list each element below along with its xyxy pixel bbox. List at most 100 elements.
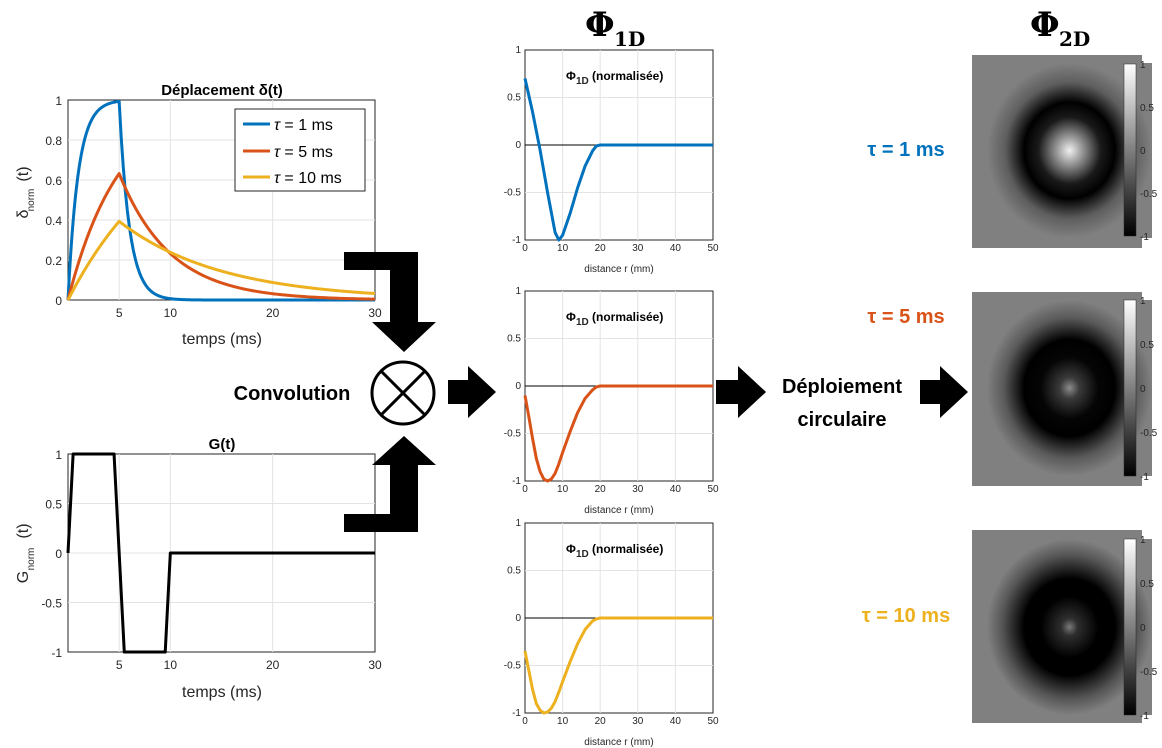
phi1d-header-sub: 1D xyxy=(614,27,645,51)
gradient-ylabel-tail: (t) xyxy=(15,523,32,538)
phi1d-header-symbol: Φ xyxy=(585,5,615,45)
displacement-ylabel-sub: norm xyxy=(26,189,37,212)
y-tick-label: -1 xyxy=(512,476,521,487)
convolution-operator xyxy=(370,360,436,426)
displacement-legend: τ = 1 ms τ = 5 ms τ = 10 ms xyxy=(234,108,366,192)
x-tick-label: 20 xyxy=(595,484,607,495)
y-tick-label: -0.5 xyxy=(504,429,522,440)
x-tick-label: 30 xyxy=(368,658,382,672)
x-tick-label: 0 xyxy=(522,484,528,495)
displacement-curves xyxy=(66,99,376,302)
x-tick-label: 5 xyxy=(116,658,123,672)
displacement-series-1 xyxy=(66,99,375,302)
displacement-series-2 xyxy=(66,172,376,301)
displacement-plot: 5 10 20 30 0 0.2 0.4 0.6 0.8 1 Déplacement δ(t) t… xyxy=(15,82,382,348)
y-tick-label: 0.6 xyxy=(45,174,62,188)
phi1d-tau1-title-tail: (normalisée) xyxy=(592,69,663,83)
colorbar-tick-label: 0 xyxy=(1140,384,1146,395)
legend-tau10-rest: = 10 ms xyxy=(280,170,342,187)
tau-label-10ms: τ = 10 ms xyxy=(862,605,950,627)
phi2d-map-tau10-colorbar-ticks: 1 0.5 0 -0.5 -1 xyxy=(1140,535,1158,722)
phi2d-map-tau5-colorbar xyxy=(1123,299,1137,477)
phi2d-header-sub: 2D xyxy=(1059,27,1090,51)
otimes-cross-b xyxy=(379,369,427,417)
deploiement-label-line1: Déploiement xyxy=(782,376,902,398)
y-tick-label: -1 xyxy=(51,646,62,660)
gradient-ticks: 5 10 20 30 -1 -0.5 0 0.5 1 xyxy=(41,448,382,672)
displacement-title: Déplacement δ(t) xyxy=(161,82,283,99)
y-tick-label: 0.5 xyxy=(507,93,521,104)
x-tick-label: 40 xyxy=(670,243,682,254)
x-tick-label: 40 xyxy=(670,716,682,727)
displacement-xlabel: temps (ms) xyxy=(182,331,262,348)
gradient-curves xyxy=(66,452,375,654)
phi1d-tau10-title-sub: 1D xyxy=(576,549,589,560)
phi1d-tau5-xlabel: distance r (mm) xyxy=(584,505,653,516)
y-tick-label: 0 xyxy=(55,294,62,308)
colorbar-tick-label: -0.5 xyxy=(1140,428,1158,439)
displacement-series-3 xyxy=(66,219,376,301)
x-tick-label: 5 xyxy=(116,306,123,320)
legend-label-tau10: τ = 10 ms xyxy=(274,170,342,187)
y-tick-label: 0 xyxy=(515,140,521,151)
x-tick-label: 50 xyxy=(707,243,719,254)
colorbar-tick-label: -1 xyxy=(1140,232,1149,243)
legend-tau1-rest: = 1 ms xyxy=(280,117,333,134)
colorbar-tick-label: 1 xyxy=(1140,60,1146,71)
y-tick-label: 0.2 xyxy=(45,254,62,268)
phi1d-tau1-title-main: Φ xyxy=(566,69,576,83)
legend-tau5-symbol: τ xyxy=(274,144,281,161)
y-tick-label: 1 xyxy=(515,518,521,529)
phi1d-series xyxy=(523,78,713,242)
phi1d-tau5-title-main: Φ xyxy=(566,310,576,324)
colorbar-tick-label: 0.5 xyxy=(1140,103,1154,114)
x-tick-label: 50 xyxy=(707,484,719,495)
phi1d-tau10-title: Φ 1D (normalisée) xyxy=(566,542,663,560)
phi2d-header: Φ 2D xyxy=(1030,5,1090,51)
colorbar-tick-label: -1 xyxy=(1140,472,1149,483)
x-tick-label: 10 xyxy=(557,243,569,254)
x-tick-label: 40 xyxy=(670,484,682,495)
x-tick-label: 20 xyxy=(266,306,280,320)
arrow-to-deploiement xyxy=(716,366,766,418)
phi1d-tau1-title-sub: 1D xyxy=(576,76,589,87)
elbow-arrow-bottom xyxy=(344,436,436,532)
x-tick-label: 10 xyxy=(557,484,569,495)
phi1d-series xyxy=(523,384,713,483)
y-tick-label: 0.4 xyxy=(45,214,62,228)
displacement-ylabel-main: δ xyxy=(15,209,32,218)
tau-label-1ms: τ = 1 ms xyxy=(867,139,944,161)
phi1d-tau10-curve xyxy=(523,616,713,715)
displacement-ylabel: δ norm (t) xyxy=(15,166,37,218)
gradient-series xyxy=(66,452,375,654)
phi1d-tau1-title: Φ 1D (normalisée) xyxy=(566,69,663,87)
colorbar-tick-label: 0.5 xyxy=(1140,340,1154,351)
x-tick-label: 30 xyxy=(632,243,644,254)
legend-tau1-symbol: τ xyxy=(274,117,281,134)
y-tick-label: 0.5 xyxy=(507,334,521,345)
colorbar-tick-label: 1 xyxy=(1140,535,1146,546)
phi1d-tau5-title: Φ 1D (normalisée) xyxy=(566,310,663,328)
deploiement-label-line2: circulaire xyxy=(798,409,887,431)
phi2d-map-tau10-colorbar xyxy=(1123,538,1137,716)
legend-tau10-symbol: τ xyxy=(274,170,281,187)
phi2d-map-tau10: 1 0.5 0 -0.5 -1 xyxy=(972,530,1158,723)
gradient-xlabel: temps (ms) xyxy=(182,684,262,701)
convolution-label: Convolution xyxy=(234,383,351,405)
phi1d-plot-tau5: 0 10 20 30 40 50 -1 -0.5 0 0.5 1 Φ 1D (normalisée)… xyxy=(504,286,719,516)
y-tick-label: 0.8 xyxy=(45,134,62,148)
gradient-title: G(t) xyxy=(209,436,236,453)
phi2d-map-tau5: 1 0.5 0 -0.5 -1 xyxy=(972,292,1158,486)
displacement-ticks: 5 10 20 30 0 0.2 0.4 0.6 0.8 1 xyxy=(45,94,382,320)
phi2d-map-tau1-colorbar xyxy=(1123,63,1137,237)
x-tick-label: 0 xyxy=(522,716,528,727)
gradient-plot: 5 10 20 30-1-0.500.51 G(t) temps (ms) G nor… xyxy=(15,436,382,701)
x-tick-label: 30 xyxy=(368,306,382,320)
x-tick-label: 20 xyxy=(266,658,280,672)
x-tick-label: 50 xyxy=(707,716,719,727)
y-tick-label: -0.5 xyxy=(504,188,522,199)
x-tick-label: 0 xyxy=(522,243,528,254)
phi2d-map-tau1: 1 0.5 0 -0.5 -1 xyxy=(972,55,1158,248)
phi1d-tau10-title-main: Φ xyxy=(566,542,576,556)
phi1d-tau1-ticks: 0 10 20 30 40 50 -1 -0.5 0 0.5 1 xyxy=(504,45,719,254)
